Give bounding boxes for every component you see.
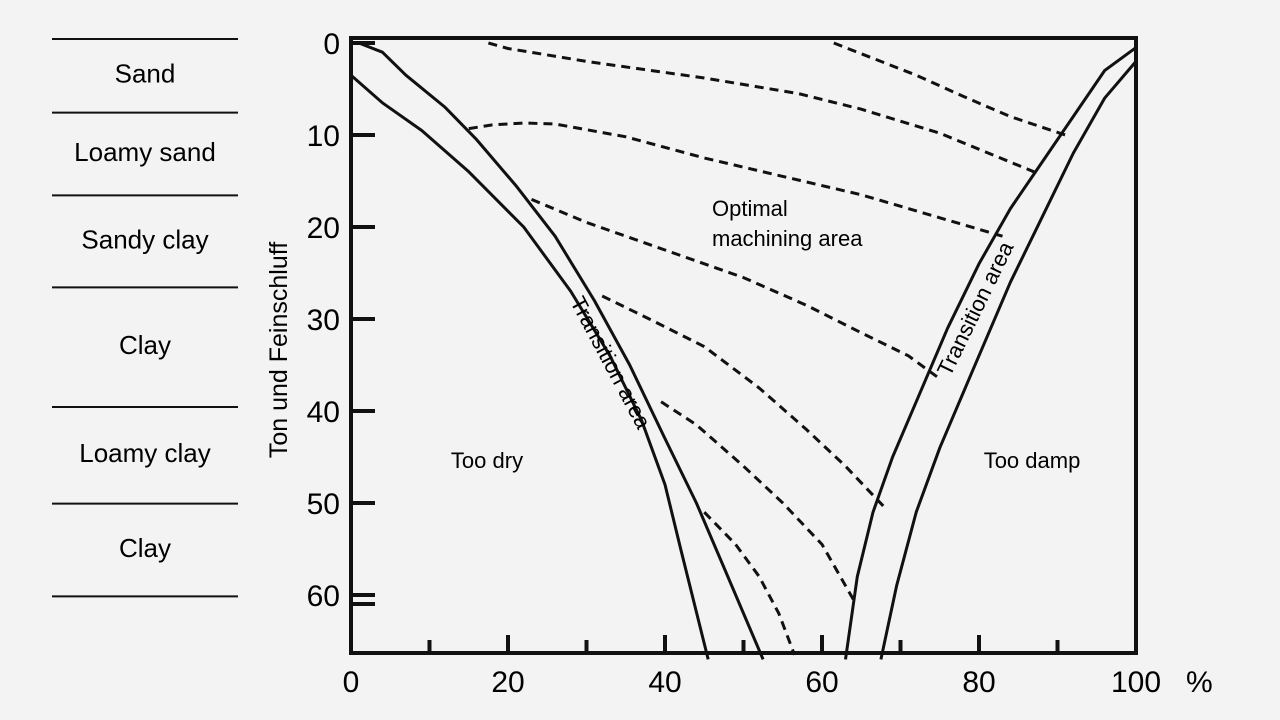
soil-class-label: Sand [115, 59, 176, 89]
optimal-area-label-line2: machining area [712, 226, 863, 251]
too-dry-label: Too dry [451, 448, 523, 473]
soil-class-legend: Sand Loamy sand Sandy clay Clay Loamy clay Cl… [52, 38, 238, 598]
soil-class-label: Loamy sand [74, 137, 216, 167]
y-tick-label: 60 [307, 580, 340, 613]
dashed-line-5 [601, 294, 886, 509]
x-axis-unit: % [1186, 666, 1213, 699]
soil-class-label: Sandy clay [81, 224, 208, 254]
transition-area-left-label: Transition area [565, 292, 656, 433]
boundary-line-1 [350, 74, 710, 660]
axis-ticks: 0 20 40 60 80 100 0 10 20 30 40 50 60 [307, 28, 1161, 699]
dashed-line-6 [660, 400, 855, 601]
x-tick-label: 80 [962, 666, 995, 699]
x-tick-label: 20 [491, 666, 524, 699]
x-tick-label: 40 [648, 666, 681, 699]
soil-class-label: Loamy clay [79, 438, 211, 468]
y-tick-label: 20 [307, 212, 340, 245]
x-tick-label: 0 [343, 666, 360, 699]
y-tick-label: 40 [307, 396, 340, 429]
y-tick-label: 10 [307, 120, 340, 153]
y-tick-label: 30 [307, 304, 340, 337]
soil-class-label: Clay [119, 330, 171, 360]
dashed-line-1 [487, 41, 1035, 174]
too-damp-label: Too damp [984, 448, 1081, 473]
boundary-line-3 [844, 46, 1137, 660]
y-axis-title: Ton und Feinschluff [265, 242, 293, 458]
dashed-line-4 [530, 198, 941, 381]
chart-lines [350, 41, 1138, 660]
optimal-area-label-line1: Optimal [712, 196, 788, 221]
transition-area-right-label: Transition area [932, 237, 1019, 380]
y-tick-label: 0 [323, 28, 340, 61]
dashed-line-2 [833, 41, 1066, 137]
soil-class-label: Clay [119, 533, 171, 563]
x-tick-label: 100 [1111, 666, 1161, 699]
boundary-line-2 [358, 41, 765, 660]
dashed-line-7 [703, 511, 796, 656]
boundary-line-4 [879, 60, 1138, 660]
x-tick-label: 60 [805, 666, 838, 699]
y-tick-label: 50 [307, 488, 340, 521]
dashed-line-3 [468, 121, 1003, 238]
